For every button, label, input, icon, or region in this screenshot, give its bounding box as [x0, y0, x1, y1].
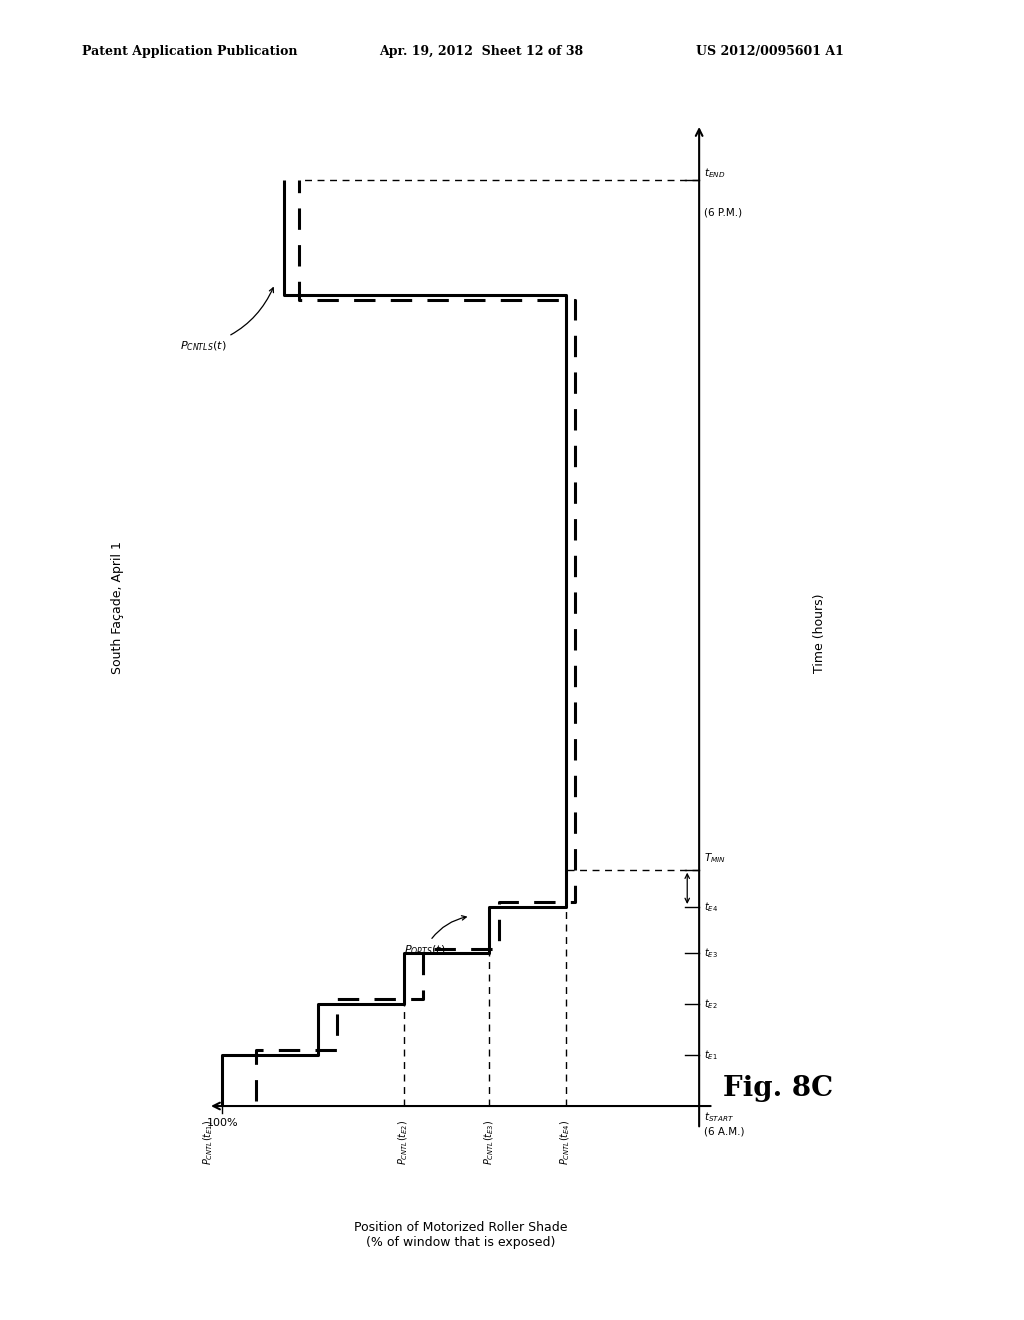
Text: $T_{MIN}$: $T_{MIN}$ — [703, 851, 726, 865]
Text: Patent Application Publication: Patent Application Publication — [82, 45, 297, 58]
Text: $t_{E3}$: $t_{E3}$ — [703, 946, 718, 960]
Text: $P_{CNTL}(t_{E3})$: $P_{CNTL}(t_{E3})$ — [482, 1119, 497, 1166]
Text: South Façade, April 1: South Façade, April 1 — [112, 541, 124, 673]
Text: $P_{CNTL}(t_{E2})$: $P_{CNTL}(t_{E2})$ — [396, 1119, 411, 1166]
Text: $t_{E4}$: $t_{E4}$ — [703, 900, 718, 913]
Text: (6 P.M.): (6 P.M.) — [703, 207, 742, 218]
Text: Fig. 8C: Fig. 8C — [723, 1076, 834, 1102]
Text: $P_{OPTS}(t)$: $P_{OPTS}(t)$ — [403, 916, 466, 957]
Text: Apr. 19, 2012  Sheet 12 of 38: Apr. 19, 2012 Sheet 12 of 38 — [379, 45, 583, 58]
Text: Position of Motorized Roller Shade
(% of window that is exposed): Position of Motorized Roller Shade (% of… — [354, 1221, 567, 1249]
Text: $P_{CNTLS}(t)$: $P_{CNTLS}(t)$ — [179, 288, 273, 352]
Text: $P_{CNTL}(t_{E1})$: $P_{CNTL}(t_{E1})$ — [202, 1119, 215, 1166]
Text: $t_{START}$: $t_{START}$ — [703, 1110, 734, 1125]
Text: US 2012/0095601 A1: US 2012/0095601 A1 — [696, 45, 844, 58]
Text: 100%: 100% — [207, 1118, 239, 1129]
Text: $P_{CNTL}(t_{E4})$: $P_{CNTL}(t_{E4})$ — [559, 1119, 572, 1166]
Text: (6 A.M.): (6 A.M.) — [703, 1126, 744, 1137]
Text: $t_{E1}$: $t_{E1}$ — [703, 1048, 718, 1063]
Text: $t_{END}$: $t_{END}$ — [703, 166, 725, 180]
Text: $t_{E2}$: $t_{E2}$ — [703, 997, 718, 1011]
Text: Time (hours): Time (hours) — [813, 594, 825, 673]
